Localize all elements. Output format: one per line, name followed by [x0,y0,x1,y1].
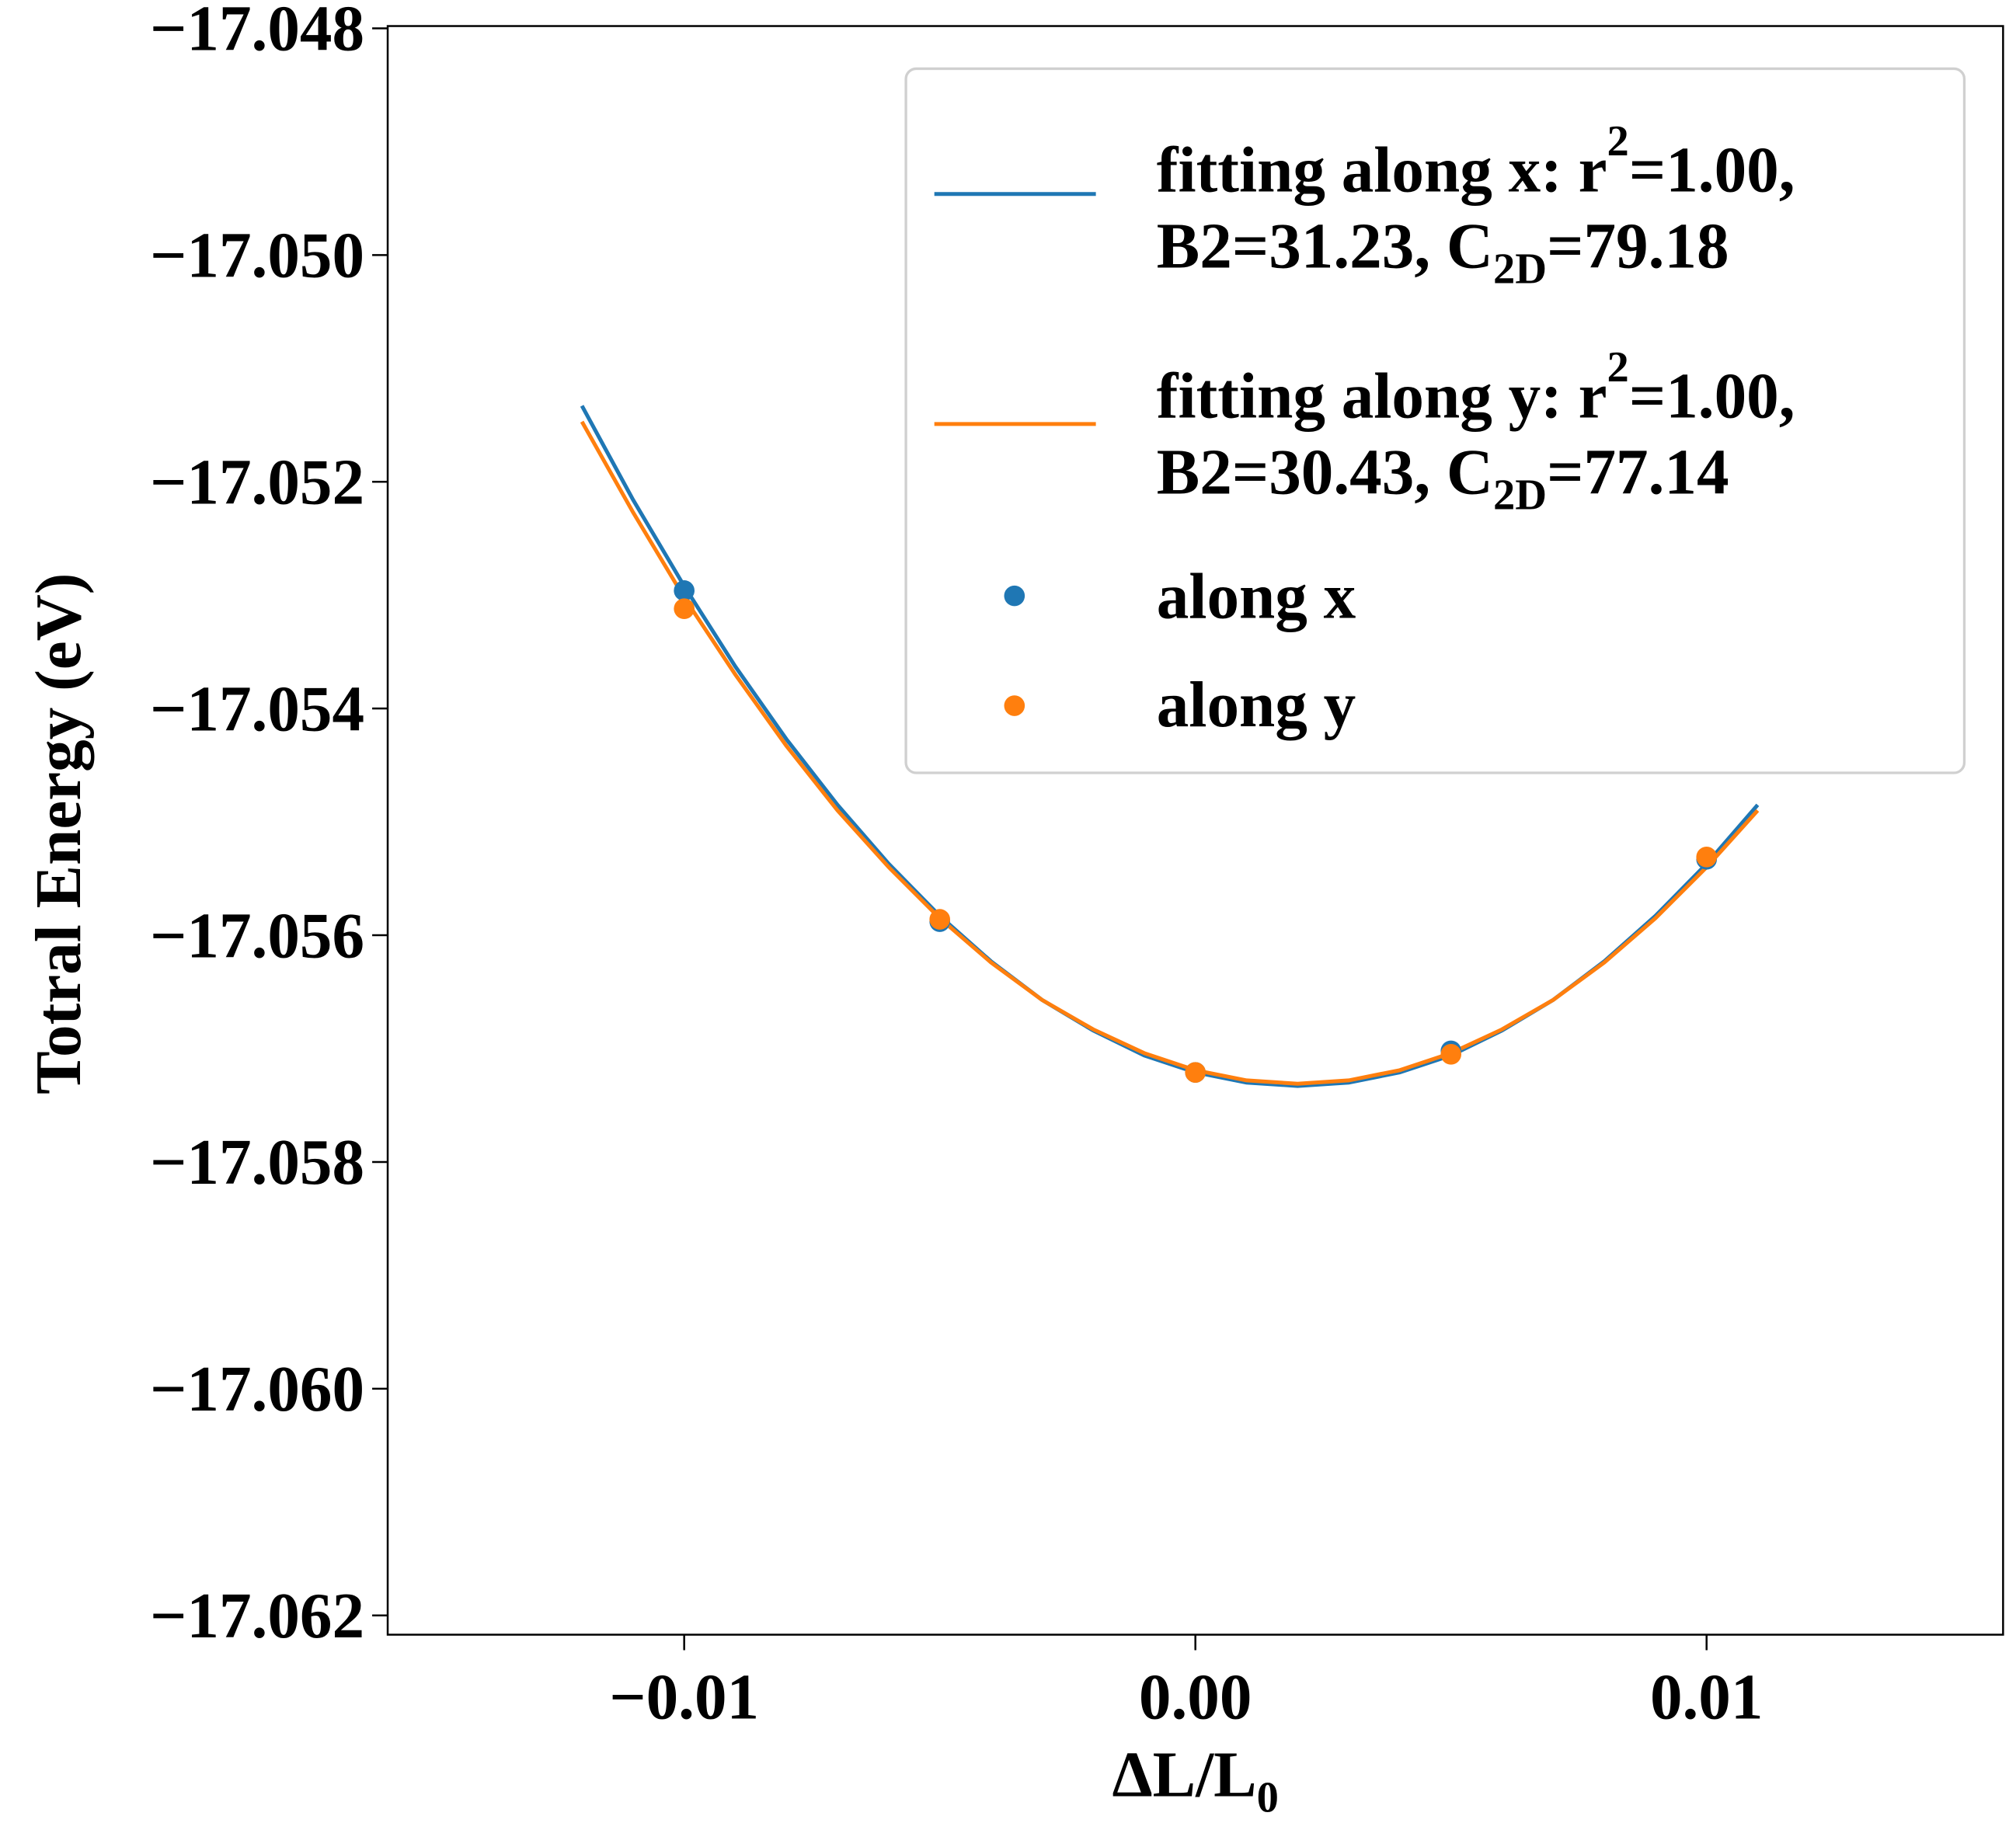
legend-label-fit-x-line2: B2=31.23, C2D=79.18 [1157,210,1729,294]
data-point-x [674,580,695,601]
y-tick-label: −17.050 [150,220,364,291]
data-point-y [1185,1062,1206,1083]
legend-label-along-y: along y [1157,669,1356,740]
y-tick-label: −17.056 [150,899,364,971]
legend-label-fit-y-line1: fitting along y: r2=1.00, [1157,343,1795,432]
x-axis-label: ΔL/L0 [1112,1738,1278,1821]
legend-marker-along-x [1004,585,1025,607]
legend-marker-along-y [1004,695,1025,716]
fit-curve-y [580,420,1760,1086]
legend-label-fit-y-line2: B2=30.43, C2D=77.14 [1157,437,1729,520]
x-tick-label: 0.01 [1650,1661,1764,1733]
y-tick-label: −17.048 [150,0,364,64]
y-tick-label: −17.054 [150,673,364,744]
legend-label-along-x: along x [1157,560,1356,631]
y-tick-label: −17.060 [150,1353,364,1425]
data-point-y [1696,847,1718,868]
x-tick-label: 0.00 [1139,1661,1252,1733]
y-tick-label: −17.062 [150,1580,364,1651]
legend: fitting along x: r2=1.00, B2=31.23, C2D=… [904,67,1966,774]
data-point-y [1440,1043,1462,1065]
data-point-y [929,909,951,930]
legend-frame [904,67,1966,774]
y-tick-label: −17.058 [150,1126,364,1198]
data-point-y [674,598,695,620]
y-axis-label: Totral Energy (eV) [23,573,94,1094]
legend-label-fit-x-line1: fitting along x: r2=1.00, [1157,117,1795,206]
x-tick-label: −0.01 [609,1661,759,1733]
y-tick-label: −17.052 [150,447,364,518]
